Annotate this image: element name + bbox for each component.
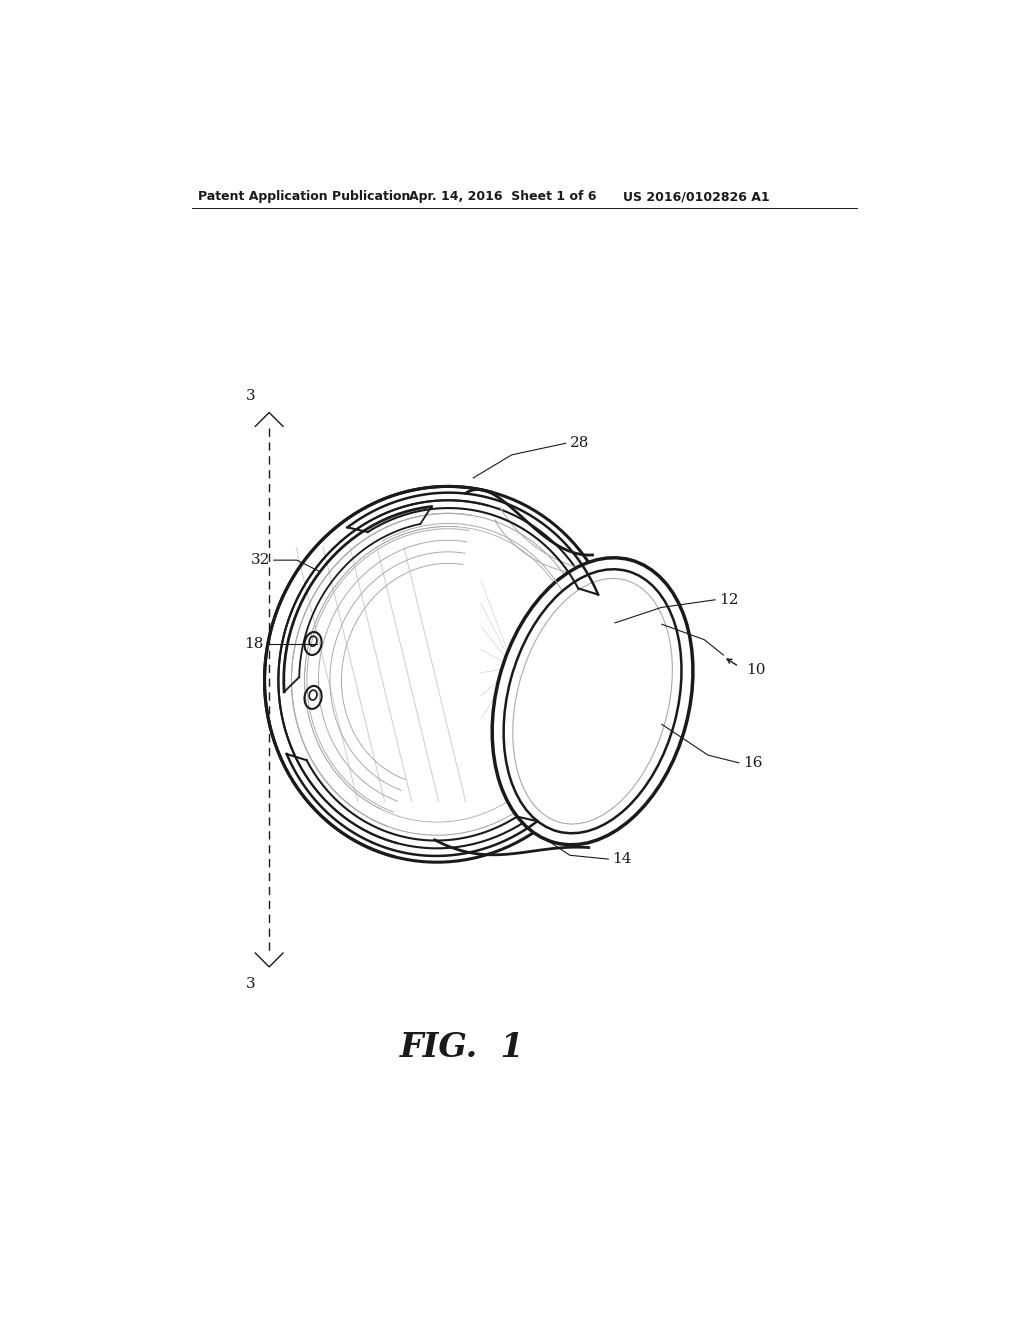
Text: Apr. 14, 2016  Sheet 1 of 6: Apr. 14, 2016 Sheet 1 of 6 (410, 190, 597, 203)
Text: 12: 12 (719, 593, 738, 607)
Text: US 2016/0102826 A1: US 2016/0102826 A1 (624, 190, 770, 203)
Text: 28: 28 (569, 437, 589, 450)
Text: 3: 3 (246, 388, 255, 403)
Text: 16: 16 (742, 756, 762, 770)
Text: FIG.  1: FIG. 1 (399, 1031, 524, 1064)
Ellipse shape (493, 558, 693, 845)
Text: 18: 18 (244, 636, 263, 651)
Text: 14: 14 (612, 853, 632, 866)
Text: 32: 32 (251, 553, 270, 568)
Text: 3: 3 (246, 977, 255, 991)
Text: Patent Application Publication: Patent Application Publication (199, 190, 411, 203)
Text: 10: 10 (746, 664, 766, 677)
